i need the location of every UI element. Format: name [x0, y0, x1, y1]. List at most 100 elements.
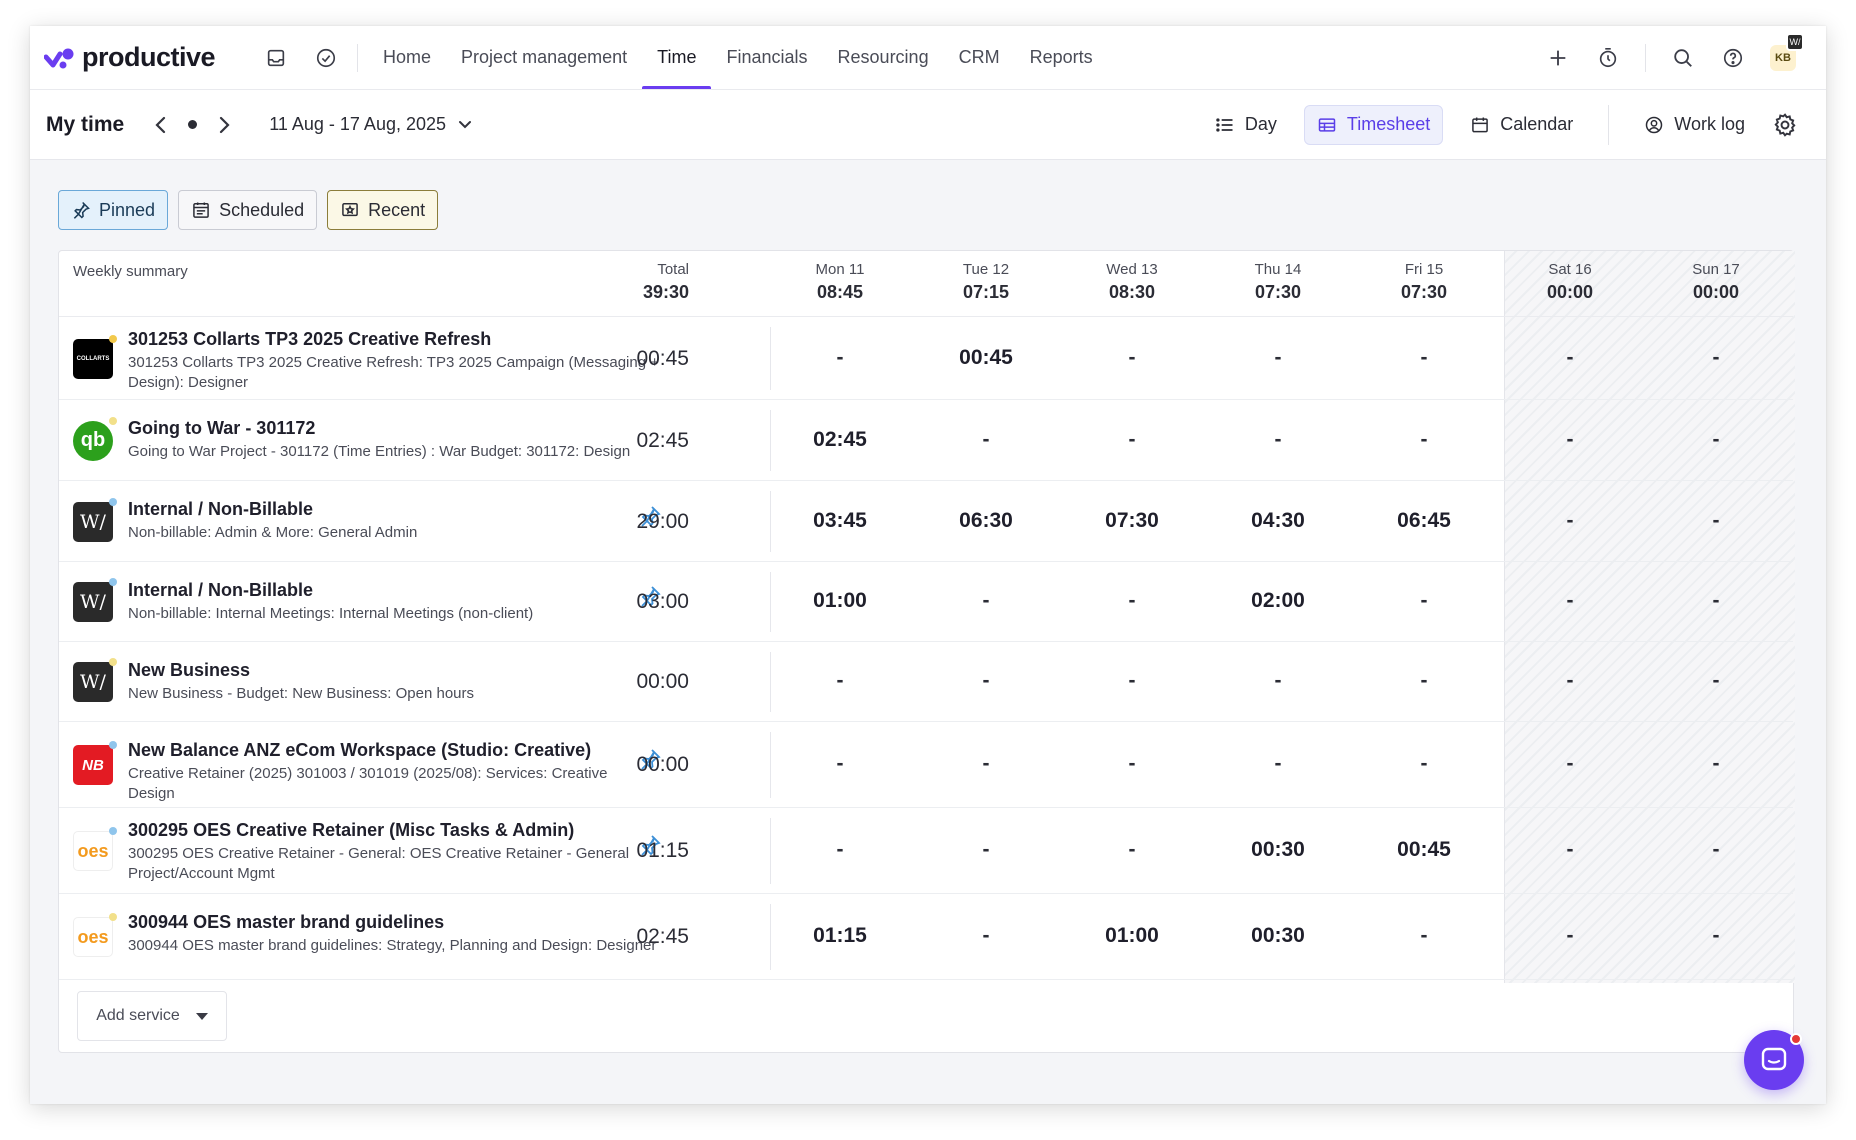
chevron-right-icon[interactable]	[217, 115, 231, 135]
time-cell[interactable]: -	[1712, 838, 1720, 861]
time-cell[interactable]: 02:00	[1251, 589, 1305, 612]
brand-logo[interactable]: productive	[44, 42, 216, 73]
table-row[interactable]: W/New Business New Business - Budget: New…	[59, 642, 1793, 722]
time-cell[interactable]: -	[982, 924, 990, 947]
time-cell[interactable]: -	[1712, 924, 1720, 947]
time-cell[interactable]: 07:30	[1105, 508, 1159, 532]
time-cell[interactable]: -	[982, 427, 990, 451]
time-cell[interactable]: -	[1566, 508, 1574, 532]
time-cell[interactable]: -	[1712, 508, 1720, 532]
time-cell[interactable]: -	[1274, 669, 1282, 692]
time-cell[interactable]: -	[1128, 345, 1136, 369]
project-name[interactable]: Going to War - 301172	[128, 418, 316, 438]
time-cell[interactable]: -	[1566, 752, 1574, 775]
work-log-button[interactable]: Work log	[1631, 105, 1758, 145]
chat-launcher-button[interactable]	[1744, 1030, 1804, 1090]
date-range-picker[interactable]: 11 Aug - 17 Aug, 2025	[269, 114, 472, 135]
search-icon[interactable]	[1670, 45, 1696, 71]
time-cell[interactable]: -	[982, 752, 990, 775]
time-cell[interactable]: -	[1274, 427, 1282, 451]
nav-financials[interactable]: Financials	[726, 47, 808, 67]
timer-icon[interactable]	[1595, 45, 1621, 71]
time-cell[interactable]: -	[1274, 752, 1282, 775]
add-service-button[interactable]: Add service	[77, 991, 227, 1041]
user-avatar[interactable]: KB W/	[1770, 32, 1804, 71]
time-cell[interactable]: -	[1566, 427, 1574, 451]
time-cell[interactable]: -	[1566, 669, 1574, 692]
today-dot-button[interactable]	[188, 120, 198, 129]
time-cell[interactable]: 03:45	[813, 508, 867, 532]
filter-pinned-chip[interactable]: Pinned	[58, 190, 169, 230]
time-cell[interactable]: -	[1712, 345, 1720, 369]
filter-recent-chip[interactable]: Recent	[327, 190, 439, 230]
time-cell[interactable]: -	[1566, 924, 1574, 947]
view-timesheet-button[interactable]: Timesheet	[1303, 104, 1444, 145]
time-cell[interactable]: 00:30	[1251, 924, 1305, 947]
time-cell[interactable]: -	[1128, 752, 1136, 775]
time-cell[interactable]: -	[1566, 838, 1574, 861]
table-row[interactable]: oes 300295 OES Creative Retainer (Misc Ta…	[59, 808, 1793, 894]
nav-project-management[interactable]: Project management	[461, 47, 628, 67]
pin-icon[interactable]	[638, 747, 662, 771]
time-cell[interactable]: -	[1712, 752, 1720, 775]
nav-resourcing[interactable]: Resourcing	[837, 47, 929, 67]
time-cell[interactable]: 06:45	[1397, 508, 1451, 532]
time-cell[interactable]: -	[1420, 752, 1428, 775]
time-cell[interactable]: -	[982, 669, 990, 692]
time-cell[interactable]: 02:45	[813, 427, 867, 451]
time-cell[interactable]: -	[836, 752, 844, 775]
inbox-icon[interactable]	[263, 45, 289, 71]
time-cell[interactable]: -	[1420, 345, 1428, 369]
table-row[interactable]: W/Internal / Non-Billable Non-billable: A…	[59, 481, 1793, 562]
time-cell[interactable]: 00:45	[959, 345, 1013, 369]
time-cell[interactable]: 00:45	[1397, 838, 1451, 861]
nav-reports[interactable]: Reports	[1029, 47, 1093, 67]
project-name[interactable]: 300295 OES Creative Retainer (Misc Tasks…	[128, 820, 575, 840]
time-cell[interactable]: -	[1566, 345, 1574, 369]
view-calendar-button[interactable]: Calendar	[1457, 105, 1586, 145]
table-row[interactable]: oes 300944 OES master brand guidelines 300…	[59, 894, 1793, 980]
table-row[interactable]: W/Internal / Non-Billable Non-billable: I…	[59, 562, 1793, 642]
time-cell[interactable]: -	[1128, 427, 1136, 451]
time-cell[interactable]: 04:30	[1251, 508, 1305, 532]
time-cell[interactable]: -	[1128, 589, 1136, 612]
project-name[interactable]: Internal / Non-Billable	[128, 499, 314, 519]
time-cell[interactable]: -	[982, 838, 990, 861]
time-cell[interactable]: -	[982, 589, 990, 612]
time-cell[interactable]: -	[1420, 924, 1428, 947]
pin-icon[interactable]	[638, 833, 662, 857]
project-name[interactable]: New Balance ANZ eCom Workspace (Studio: …	[128, 740, 592, 760]
time-cell[interactable]: -	[1712, 669, 1720, 692]
time-cell[interactable]: -	[1420, 427, 1428, 451]
add-icon[interactable]	[1545, 45, 1571, 71]
time-cell[interactable]: 01:00	[813, 589, 867, 612]
time-cell[interactable]: 01:00	[1105, 924, 1159, 947]
project-name[interactable]: New Business	[128, 660, 251, 680]
time-cell[interactable]: -	[1274, 345, 1282, 369]
time-cell[interactable]: -	[836, 345, 844, 369]
help-icon[interactable]	[1720, 45, 1746, 71]
time-cell[interactable]: -	[1712, 427, 1720, 451]
time-cell[interactable]: -	[1128, 669, 1136, 692]
time-cell[interactable]: -	[1420, 589, 1428, 612]
time-cell[interactable]: -	[1712, 589, 1720, 612]
time-cell[interactable]: 06:30	[959, 508, 1013, 532]
chevron-left-icon[interactable]	[154, 115, 168, 135]
time-cell[interactable]: 01:15	[813, 924, 867, 947]
tasks-check-icon[interactable]	[313, 45, 339, 71]
nav-home[interactable]: Home	[383, 47, 432, 67]
time-cell[interactable]: -	[836, 838, 844, 861]
project-name[interactable]: Internal / Non-Billable	[128, 580, 314, 600]
table-row[interactable]: NB New Balance ANZ eCom Workspace (Studio…	[59, 722, 1793, 808]
time-cell[interactable]: 00:30	[1251, 838, 1305, 861]
pin-icon[interactable]	[638, 584, 662, 608]
view-day-button[interactable]: Day	[1202, 105, 1290, 145]
filter-scheduled-chip[interactable]: Scheduled	[178, 190, 318, 230]
table-row[interactable]: qb Going to War - 301172 Going to War Proj…	[59, 400, 1793, 481]
project-name[interactable]: 300944 OES master brand guidelines	[128, 912, 445, 932]
settings-gear-icon[interactable]	[1772, 112, 1798, 138]
time-cell[interactable]: -	[1420, 669, 1428, 692]
time-cell[interactable]: -	[836, 669, 844, 692]
nav-crm[interactable]: CRM	[958, 47, 1000, 67]
nav-time[interactable]: Time	[642, 26, 712, 89]
